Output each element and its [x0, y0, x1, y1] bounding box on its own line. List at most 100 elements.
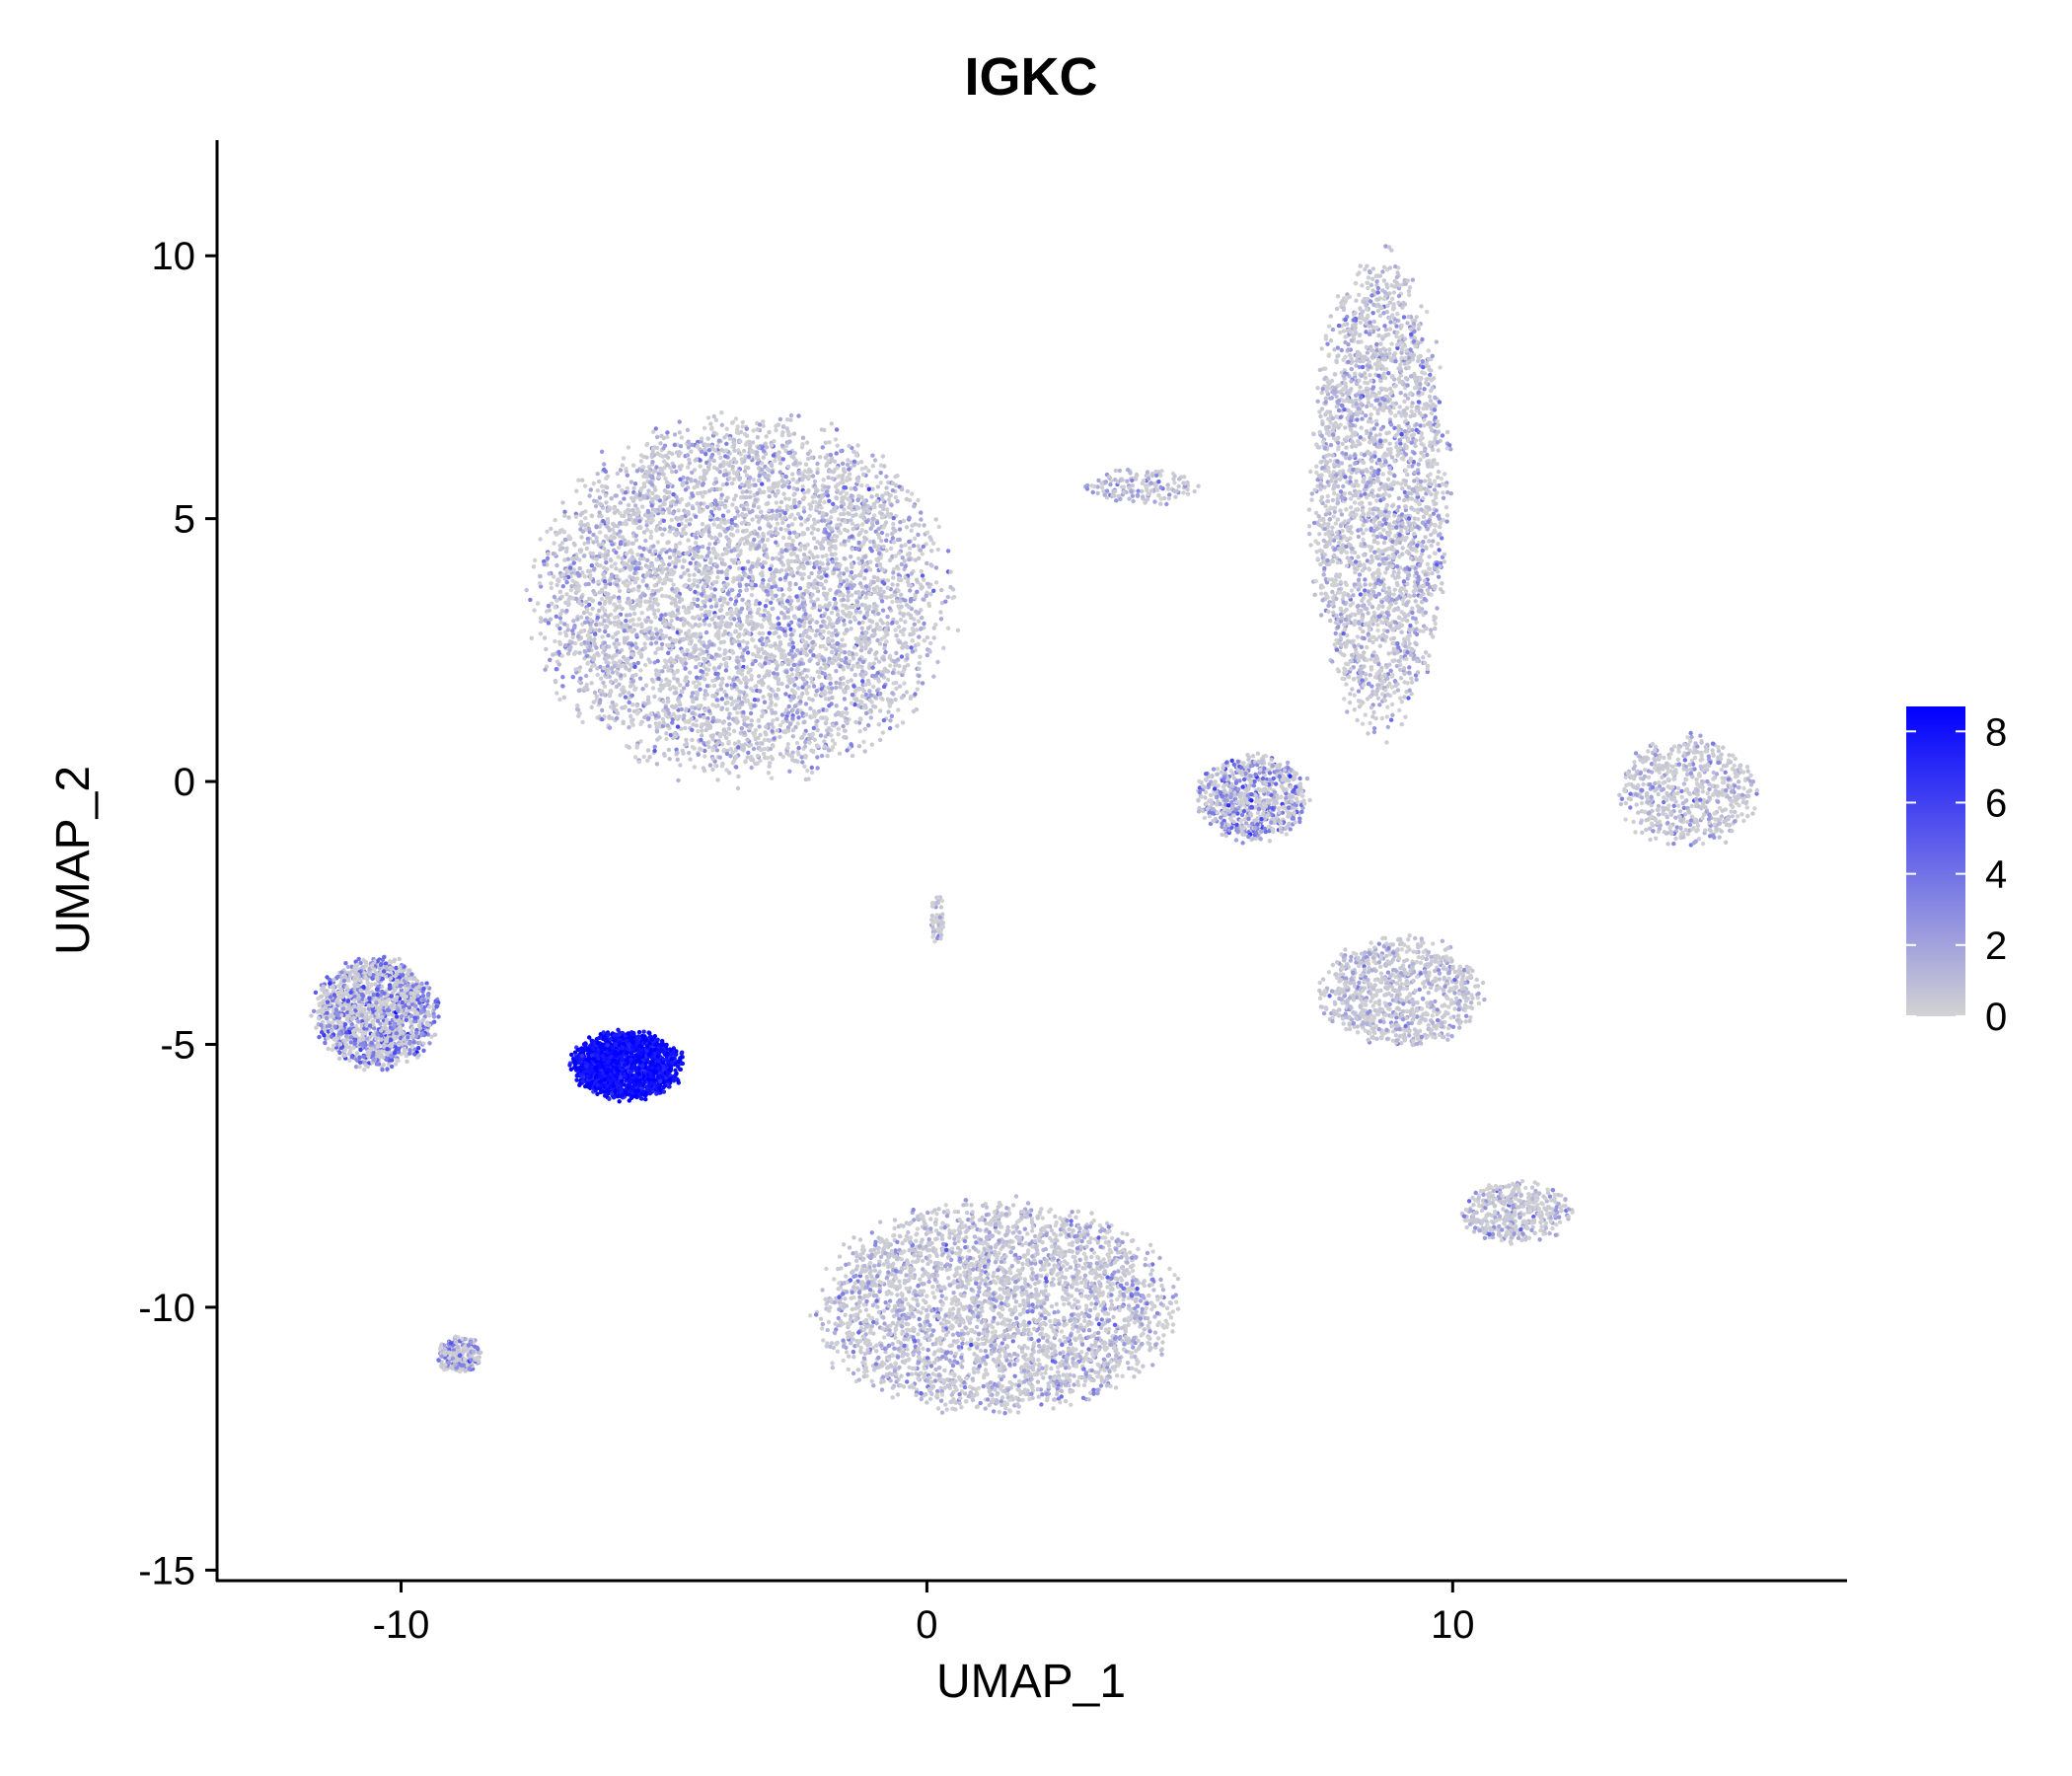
cell-point	[941, 645, 946, 650]
cell-point	[687, 653, 693, 658]
cell-point	[706, 550, 711, 555]
cell-point	[811, 602, 817, 607]
cell-point	[698, 631, 703, 636]
cell-point	[841, 611, 847, 616]
cell-point	[736, 554, 741, 558]
cell-point	[610, 715, 615, 721]
cell-point	[800, 710, 805, 716]
cell-point	[833, 552, 838, 556]
cell-point	[606, 632, 611, 638]
cell-point	[552, 594, 557, 600]
cell-point	[790, 454, 796, 459]
cell-point	[828, 676, 833, 681]
cell-point	[761, 695, 766, 700]
cell-point	[933, 622, 938, 628]
cell-point	[692, 746, 697, 751]
cell-point	[715, 676, 720, 681]
cell-point	[652, 583, 657, 588]
cell-point	[677, 464, 682, 470]
cell-point	[630, 722, 635, 727]
cell-point	[845, 710, 850, 715]
cell-point	[777, 505, 782, 510]
cell-point	[827, 498, 832, 503]
cell-point	[688, 545, 693, 551]
cell-point	[870, 610, 876, 615]
cell-point	[793, 581, 798, 587]
cell-point	[631, 587, 636, 592]
cell-point	[671, 511, 676, 516]
cell-point	[849, 604, 853, 610]
cell-point	[623, 582, 629, 588]
cell-point	[547, 608, 553, 613]
cell-point	[721, 639, 726, 644]
cell-point	[785, 662, 791, 667]
cell-point	[703, 689, 708, 694]
cell-point	[807, 732, 812, 737]
cell-point	[697, 545, 702, 550]
cell-point	[847, 511, 851, 516]
cell-point	[632, 481, 638, 486]
cell-point	[692, 546, 698, 551]
cell-point	[761, 455, 766, 460]
cell-point	[708, 585, 713, 591]
cell-point	[726, 715, 731, 720]
cell-point	[797, 461, 802, 466]
cell-point	[597, 495, 603, 500]
cell-point	[737, 588, 743, 594]
cell-point	[815, 727, 820, 733]
cell-point	[761, 419, 766, 424]
cell-point	[852, 689, 858, 694]
cell-point	[857, 716, 863, 721]
cell-point	[767, 494, 772, 499]
cell-point	[748, 710, 754, 716]
cell-point	[669, 596, 675, 601]
cell-point	[921, 597, 925, 602]
cell-point	[821, 586, 827, 591]
cell-point	[734, 607, 739, 612]
cell-point	[823, 440, 828, 445]
cell-point	[724, 624, 729, 629]
cell-point	[603, 652, 609, 657]
cell-point	[678, 763, 683, 768]
cell-point	[596, 608, 602, 614]
cell-point	[901, 644, 906, 649]
cell-point	[595, 651, 600, 656]
cell-point	[798, 699, 803, 704]
cell-point	[726, 726, 731, 731]
cell-point	[845, 462, 851, 468]
cell-point	[627, 725, 631, 730]
cell-point	[853, 590, 858, 595]
cell-point	[680, 748, 685, 753]
cell-point	[815, 461, 820, 467]
cell-point	[649, 677, 655, 682]
cell-point	[616, 619, 622, 624]
cell-point	[695, 501, 700, 506]
cell-point	[622, 560, 627, 566]
cell-point	[897, 537, 902, 543]
cell-point	[524, 587, 529, 593]
cell-point	[870, 486, 875, 491]
cell-point	[736, 559, 742, 565]
cell-point	[618, 693, 623, 698]
cell-point	[665, 430, 670, 435]
cell-point	[731, 677, 736, 682]
cell-point	[642, 645, 648, 650]
cell-point	[654, 434, 660, 440]
cell-point	[652, 611, 657, 617]
cell-point	[878, 503, 883, 509]
cell-point	[910, 627, 916, 631]
cell-point	[695, 690, 700, 696]
cell-point	[650, 460, 655, 465]
cell-point	[657, 520, 663, 525]
cell-point	[780, 474, 785, 479]
cell-point	[720, 676, 725, 682]
cell-point	[791, 662, 796, 668]
cell-point	[739, 481, 745, 487]
cell-point	[586, 581, 591, 587]
cell-point	[796, 606, 802, 611]
cell-point	[893, 628, 898, 632]
cell-point	[796, 715, 801, 720]
cell-point	[579, 535, 584, 540]
cell-point	[668, 732, 673, 738]
cell-point	[573, 649, 578, 655]
